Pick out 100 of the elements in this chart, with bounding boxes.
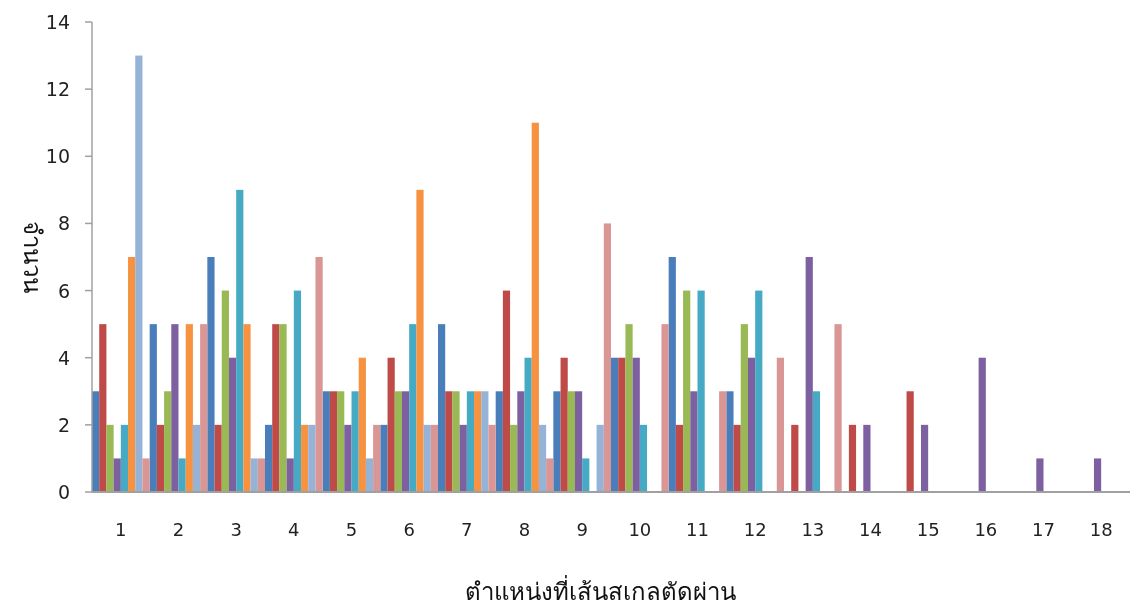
x-tick-label: 3 [230, 519, 242, 540]
bar [531, 122, 539, 492]
y-tick-label: 10 [45, 145, 70, 168]
bar [582, 458, 590, 492]
bar [171, 324, 179, 492]
bar [546, 458, 554, 492]
bar [286, 458, 294, 492]
bar [142, 458, 150, 492]
bar [113, 458, 121, 492]
bar [445, 391, 453, 492]
bar [322, 391, 330, 492]
bar [675, 424, 684, 492]
bar [726, 391, 734, 492]
bar [755, 290, 763, 492]
bar [639, 424, 648, 492]
x-tick-label: 17 [1032, 519, 1055, 540]
bar [452, 391, 460, 492]
bar [776, 357, 784, 492]
x-tick-label: 18 [1089, 519, 1113, 540]
bar [178, 458, 186, 492]
bar [135, 55, 143, 492]
bar [502, 290, 511, 492]
bar [272, 324, 280, 492]
bar [423, 424, 431, 492]
bar [243, 324, 251, 492]
bar [351, 391, 359, 492]
bar [214, 424, 222, 492]
bar [156, 424, 165, 492]
x-tick-label: 12 [743, 519, 767, 540]
x-tick-label: 6 [403, 519, 415, 540]
bar [387, 357, 395, 492]
x-tick-label: 5 [345, 519, 358, 540]
bar [236, 189, 244, 492]
bar [611, 357, 619, 492]
bar [618, 357, 626, 492]
bar [596, 424, 604, 492]
x-tick-label: 11 [686, 519, 709, 540]
bar [812, 391, 821, 492]
bar [661, 324, 669, 492]
bar [128, 257, 136, 492]
bar [625, 324, 633, 492]
bar [185, 324, 193, 492]
y-tick-label: 14 [45, 11, 70, 33]
bar [380, 424, 388, 492]
x-tick-label: 2 [172, 519, 185, 540]
bar [524, 357, 532, 492]
bar [120, 424, 129, 492]
bar [329, 391, 338, 492]
bar [719, 391, 727, 492]
bar [1093, 458, 1102, 492]
bar [409, 324, 417, 492]
bar [603, 223, 611, 492]
bar [791, 424, 799, 492]
bar [683, 290, 691, 492]
bar [632, 357, 640, 492]
bar [365, 458, 374, 492]
y-tick-label: 12 [45, 78, 70, 101]
bar [481, 391, 489, 492]
bar [459, 424, 467, 492]
bar [747, 357, 756, 492]
bar [293, 290, 302, 492]
bar [164, 391, 172, 492]
bar [228, 357, 237, 492]
bar [668, 257, 676, 492]
bar [517, 391, 525, 492]
bar [430, 424, 438, 492]
x-tick-label: 4 [288, 519, 300, 540]
x-tick-label: 1 [115, 519, 127, 540]
bar [315, 257, 323, 492]
bar [805, 257, 813, 492]
bar [574, 391, 583, 492]
bar [510, 424, 518, 492]
bar [906, 391, 914, 492]
x-tick-label: 13 [801, 519, 825, 540]
bar [567, 391, 575, 492]
bar [401, 391, 410, 492]
bar [690, 391, 698, 492]
bar [538, 424, 547, 492]
bar [733, 424, 741, 492]
bar [99, 324, 107, 492]
bar [344, 424, 352, 492]
x-tick-label: 9 [576, 519, 588, 540]
y-tick-label: 4 [57, 346, 70, 369]
bar [265, 424, 273, 492]
bar [553, 391, 561, 492]
bar [301, 424, 309, 492]
bar [308, 424, 316, 492]
y-axis-title: จำนวน [18, 221, 46, 293]
bar [106, 424, 114, 492]
bar [920, 424, 929, 492]
bar [438, 324, 446, 492]
bar [834, 324, 842, 492]
bar [221, 290, 229, 492]
y-tick-label: 0 [57, 481, 70, 503]
bar [1036, 458, 1044, 492]
bar [416, 189, 424, 492]
x-tick-label: 15 [916, 519, 940, 540]
bar [207, 257, 215, 492]
bar [863, 424, 871, 492]
bar [466, 391, 475, 492]
